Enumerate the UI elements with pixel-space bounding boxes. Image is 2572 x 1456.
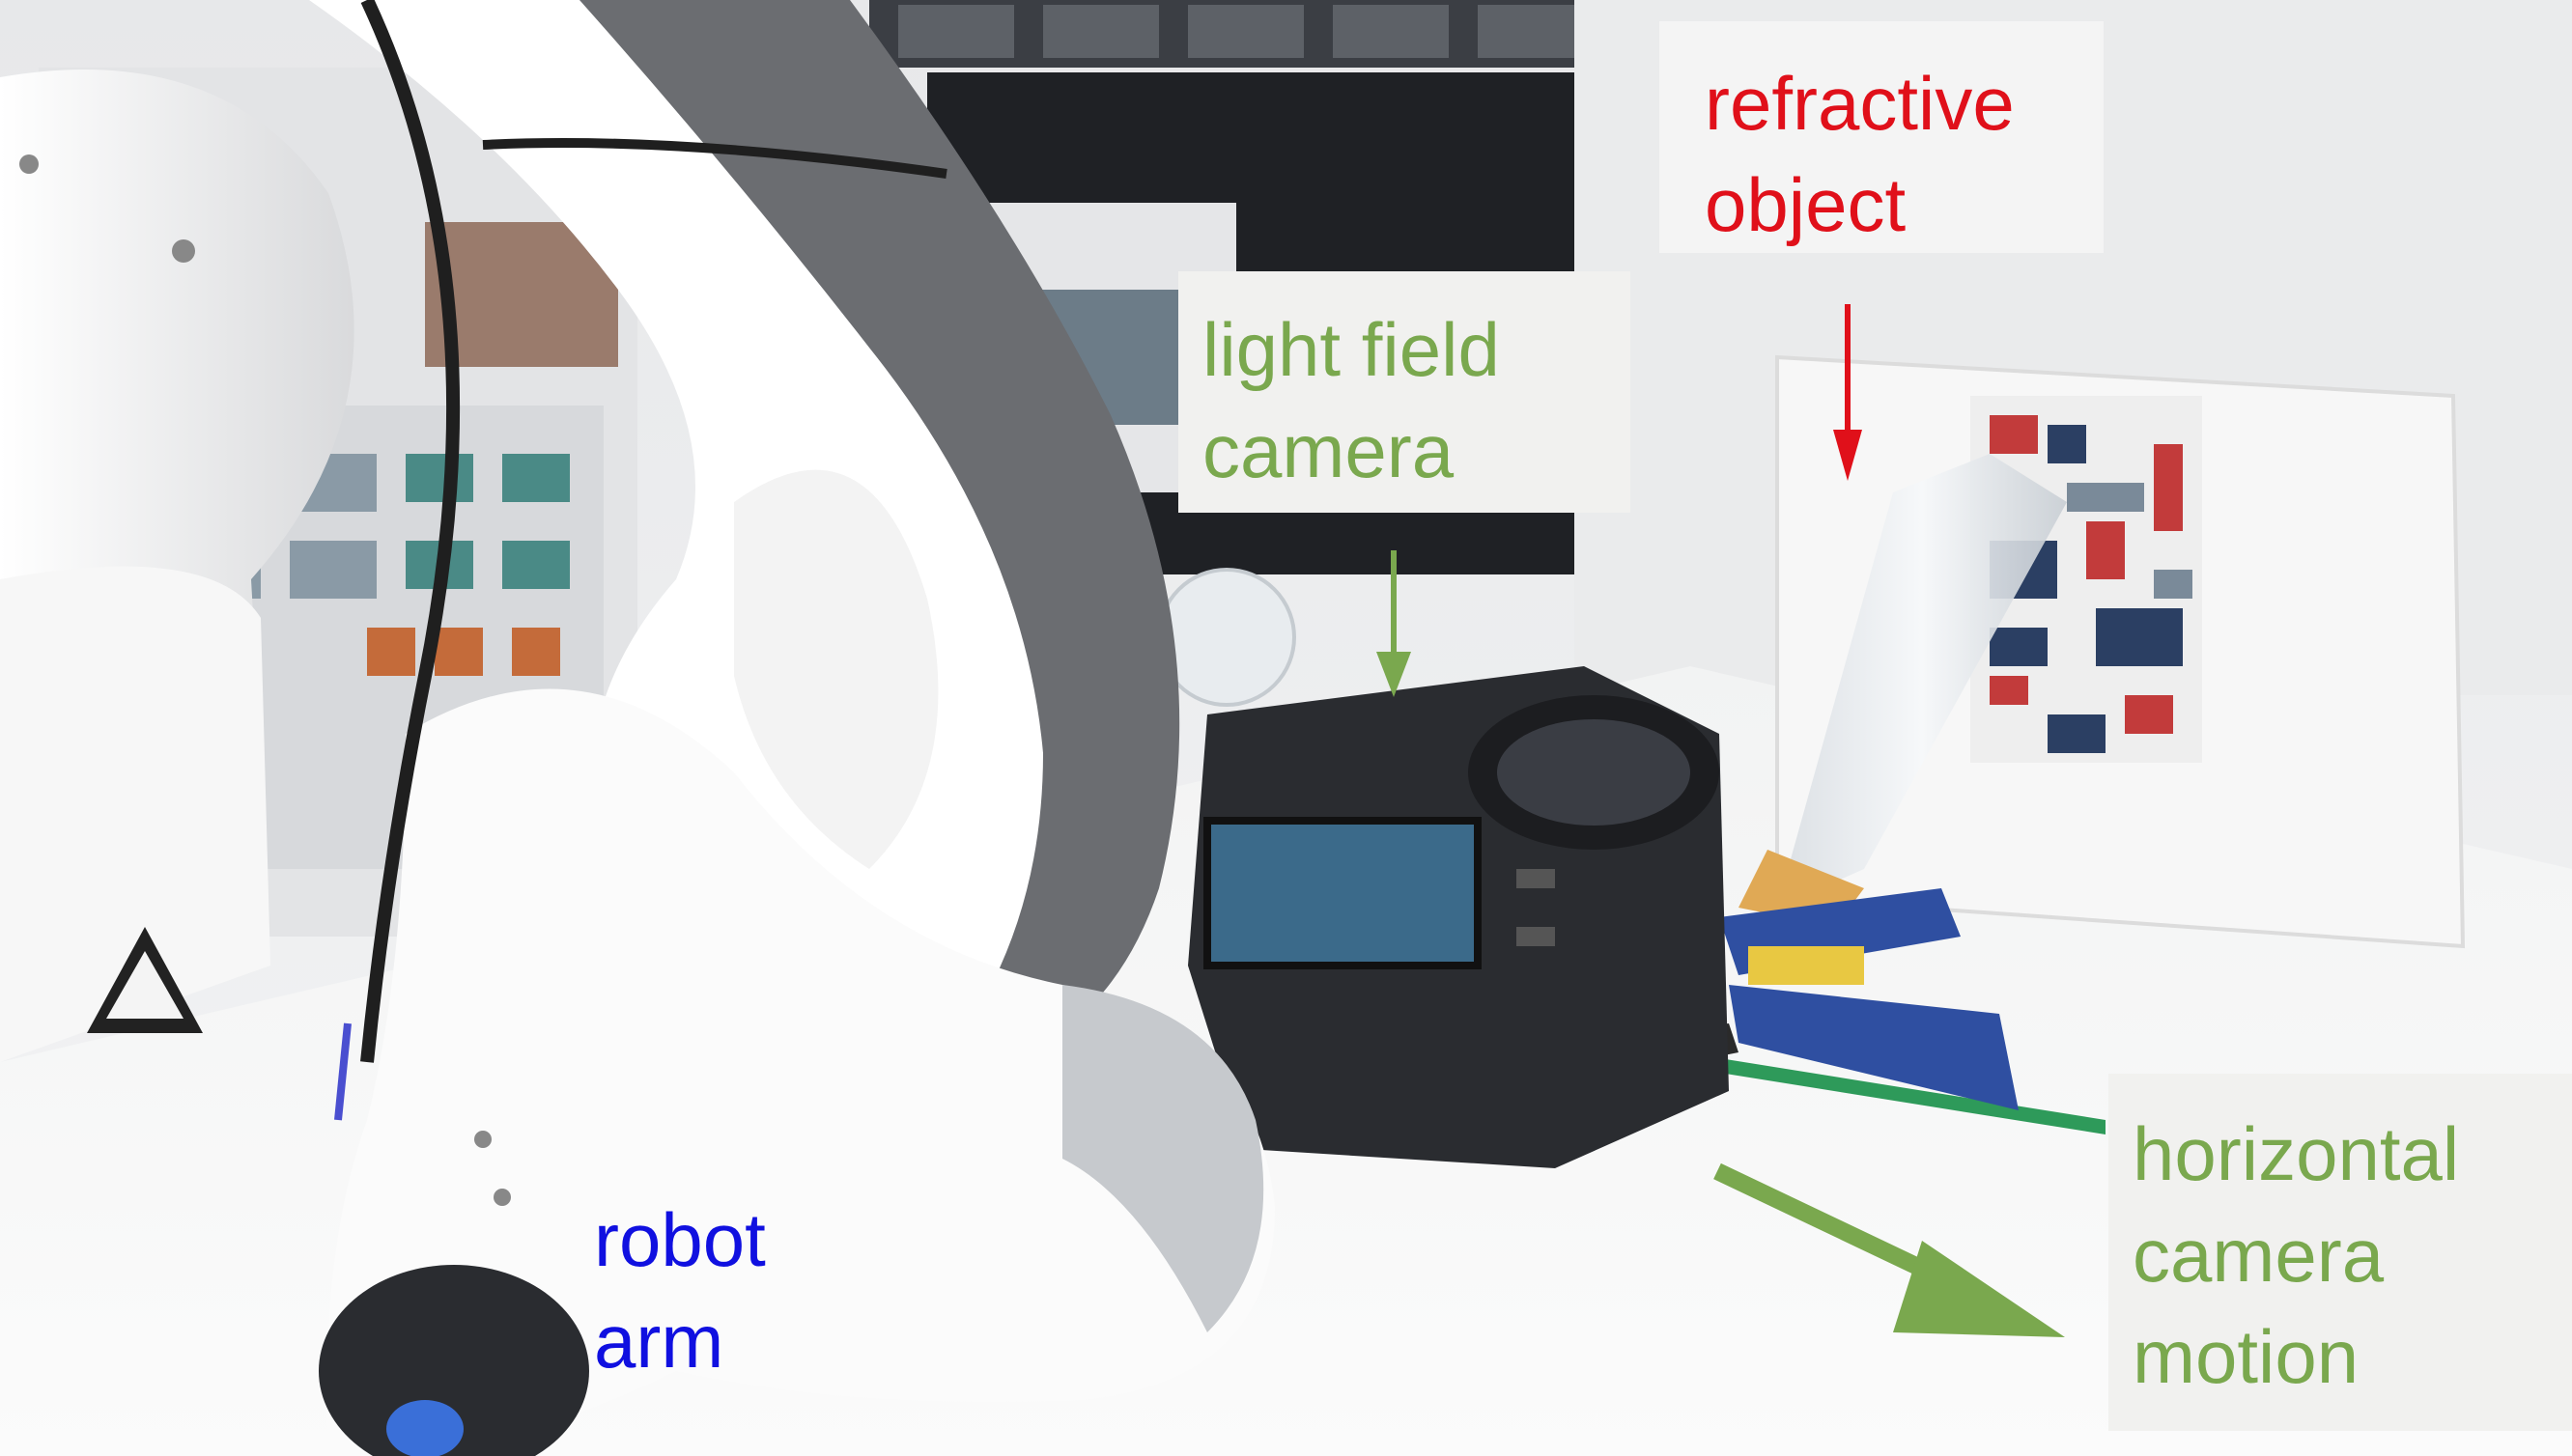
robot-arm-label: robot arm [594,1190,766,1392]
light-field-camera-label: light field camera [1202,299,1500,502]
refractive-object-label-box [1659,21,2104,253]
horizontal-camera-motion-line-3: motion [2133,1314,2360,1399]
red-arrow-icon [1833,304,1862,481]
light-field-camera-line-2: camera [1202,408,1455,493]
green-down-arrow-icon [1376,550,1411,697]
robot-arm-line-2: arm [594,1299,724,1384]
horizontal-camera-motion-line-1: horizontal [2133,1111,2460,1196]
robot-arm-line-1: robot [594,1197,766,1282]
horizontal-camera-motion-label: horizontal camera motion [2133,1104,2459,1408]
green-motion-arrow-icon [1713,1162,2065,1337]
refractive-object-line-1: refractive [1705,61,2015,146]
light-field-camera-label-box [1178,271,1630,513]
refractive-object-line-2: object [1705,162,1907,247]
horizontal-camera-motion-label-box [2108,1074,2572,1431]
light-field-camera-line-1: light field [1202,307,1500,392]
horizontal-camera-motion-line-2: camera [2133,1213,2385,1298]
refractive-object-label: refractive object [1705,53,2015,256]
